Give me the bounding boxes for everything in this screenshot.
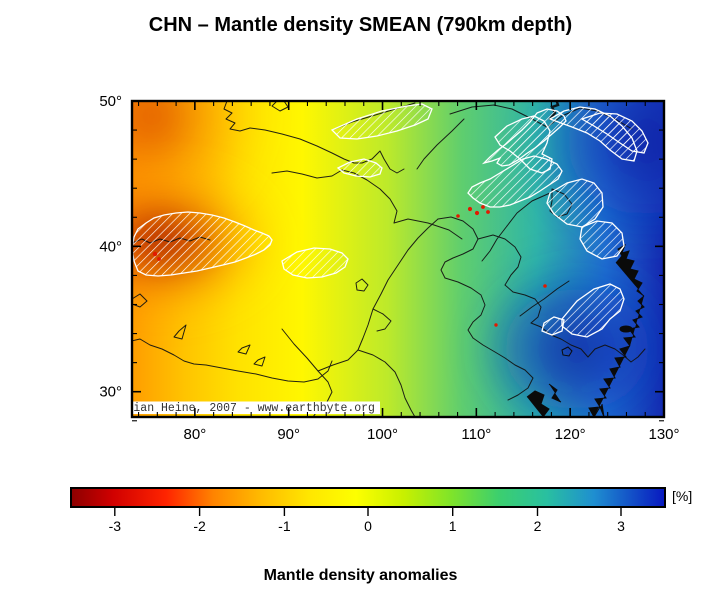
svg-text:-3: -3: [109, 518, 122, 534]
svg-text:2: 2: [534, 518, 542, 534]
svg-text:0: 0: [364, 518, 372, 534]
svg-text:1: 1: [449, 518, 457, 534]
svg-text:130°: 130°: [648, 426, 679, 443]
svg-text:30°: 30°: [99, 384, 122, 401]
svg-text:80°: 80°: [184, 426, 207, 443]
svg-text:120°: 120°: [555, 426, 586, 443]
svg-text:100°: 100°: [367, 426, 398, 443]
svg-text:40°: 40°: [99, 238, 122, 255]
svg-text:-2: -2: [193, 518, 206, 534]
svg-text:3: 3: [617, 518, 625, 534]
svg-text:110°: 110°: [461, 426, 491, 443]
svg-text:[%]: [%]: [672, 488, 692, 504]
svg-text:-1: -1: [278, 518, 291, 534]
svg-text:Christian Heine, 2007 - www.ea: Christian Heine, 2007 - www.earthbyte.or…: [132, 402, 375, 415]
svg-text:50°: 50°: [99, 93, 122, 110]
svg-text:90°: 90°: [277, 426, 300, 443]
